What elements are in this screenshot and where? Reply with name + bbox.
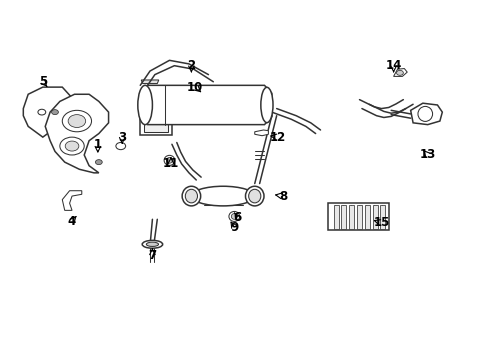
Polygon shape [380,204,385,229]
Polygon shape [349,204,354,229]
Circle shape [68,114,86,127]
Ellipse shape [167,157,172,163]
Circle shape [96,159,102,165]
Text: 14: 14 [386,59,402,72]
Polygon shape [140,85,272,125]
Text: 10: 10 [187,81,203,94]
Polygon shape [411,103,442,125]
Ellipse shape [231,213,237,219]
Text: 11: 11 [163,157,179,170]
Text: 9: 9 [230,221,239,234]
Ellipse shape [245,186,264,206]
Text: 2: 2 [187,59,196,72]
Text: 5: 5 [39,75,47,88]
Text: 13: 13 [419,148,436,162]
Polygon shape [365,204,370,229]
Polygon shape [357,204,362,229]
Text: 1: 1 [94,139,102,152]
Text: 12: 12 [270,131,286,144]
Ellipse shape [147,242,159,247]
Polygon shape [62,191,82,210]
Circle shape [62,111,92,132]
Circle shape [65,141,79,151]
Text: 3: 3 [118,131,126,144]
Polygon shape [334,204,339,229]
Circle shape [116,143,125,150]
Polygon shape [45,94,109,173]
Polygon shape [141,80,159,84]
Circle shape [60,137,84,155]
Ellipse shape [192,186,255,206]
Polygon shape [255,130,269,136]
Circle shape [51,110,58,114]
Polygon shape [342,204,346,229]
Ellipse shape [261,87,273,123]
Ellipse shape [164,156,175,165]
Text: 15: 15 [373,216,390,229]
Text: 7: 7 [148,248,156,261]
Ellipse shape [138,85,152,125]
Circle shape [396,70,403,75]
Ellipse shape [229,211,240,221]
Text: 6: 6 [234,211,242,224]
Polygon shape [24,87,72,137]
Text: 8: 8 [279,190,287,203]
Circle shape [38,109,46,115]
Ellipse shape [248,189,261,203]
Polygon shape [373,204,377,229]
Ellipse shape [142,240,163,248]
Polygon shape [140,102,172,135]
Polygon shape [393,68,407,76]
Text: 4: 4 [68,215,76,228]
Ellipse shape [182,186,201,206]
Ellipse shape [185,189,197,203]
Polygon shape [328,203,389,230]
Polygon shape [144,107,168,132]
Ellipse shape [418,107,433,121]
